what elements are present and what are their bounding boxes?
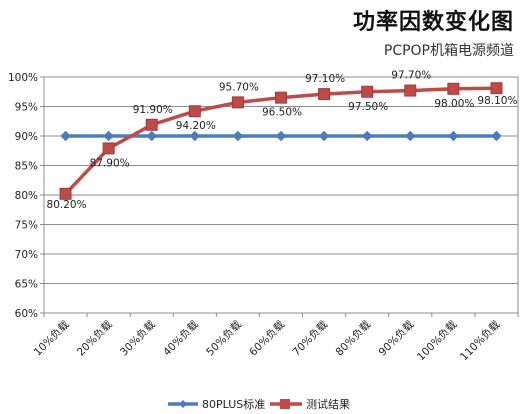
x-tick-label: 90%负载 [376,318,417,359]
legend-80plus-marker [179,400,187,408]
series-80plus-point [146,130,157,142]
series-test-point [318,88,331,101]
legend-test-marker [280,399,290,409]
x-tick-label: 100%负载 [414,318,460,364]
y-tick-label: 80% [15,190,38,202]
data-label: 97.70% [391,70,431,82]
x-tick-label: 110%负载 [457,318,503,364]
chart-subtitle: PCPOP机箱电源频道 [383,43,514,59]
series-test-point [188,105,201,118]
data-label: 91.90% [133,104,173,116]
legend-80plus-label: 80PLUS标准 [202,397,265,411]
x-tick-label: 60%负载 [247,318,288,359]
x-tick-label: 30%负载 [117,318,158,359]
series-80plus-point [103,130,114,142]
y-tick-label: 95% [15,102,38,114]
series-test-point [447,82,460,95]
series-test-point [102,142,115,155]
series-test-point [59,187,72,200]
series-test-point [145,118,158,131]
y-tick-label: 85% [15,161,38,173]
data-label: 87.90% [90,157,130,169]
chart-title: 功率因数变化图 [352,10,514,35]
data-label: 94.20% [176,120,216,132]
series-80plus-point [318,130,330,142]
data-label: 98.10% [477,95,517,107]
y-tick-label: 75% [15,220,38,232]
series-80plus-point [275,130,287,142]
y-tick-label: 70% [15,249,38,261]
series-80plus-point [448,130,459,142]
x-tick-label: 80%负载 [333,318,374,359]
x-tick-label: 70%负载 [290,318,331,359]
y-tick-label: 100% [8,72,38,84]
y-tick-label: 60% [15,308,38,320]
y-tick-label: 65% [15,279,38,291]
x-tick-label: 20%负载 [74,318,115,359]
series-test-point [490,82,503,95]
series-80plus-point [405,130,416,142]
x-tick-label: 10%负载 [31,318,72,359]
data-label: 98.00% [434,98,474,110]
series-80plus-point [189,130,201,142]
data-label: 80.20% [47,199,87,211]
series-test-point [361,85,374,98]
series-80plus-point [60,130,71,142]
series-test-point [231,96,244,109]
series-80plus-point [232,130,244,142]
series-80plus-point [491,130,502,142]
data-label: 97.50% [348,101,388,113]
y-tick-label: 90% [15,131,38,143]
x-tick-label: 50%负载 [203,318,244,359]
legend-test-label: 测试结果 [306,398,350,411]
series-test-point [404,84,417,97]
data-label: 96.50% [262,107,302,119]
x-tick-label: 40%负载 [160,318,201,359]
series-80plus-point [361,130,373,142]
data-label: 97.10% [305,73,345,85]
series-test-point [275,91,287,104]
data-label: 95.70% [219,81,259,93]
